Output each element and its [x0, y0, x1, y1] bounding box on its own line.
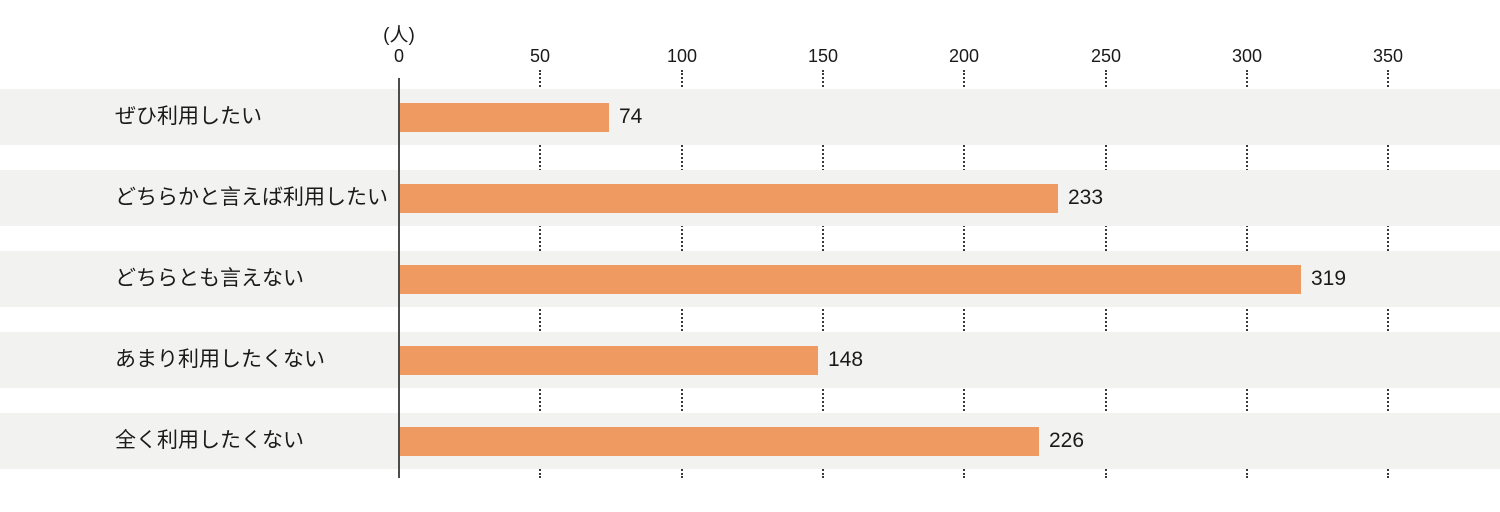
chart-row: 全く利用したくない 226	[0, 413, 1500, 469]
bar-value-label: 319	[1311, 267, 1347, 290]
category-label: ぜひ利用したい	[115, 105, 262, 128]
bar	[400, 265, 1301, 294]
x-tick-label: 0	[393, 46, 405, 66]
x-tick-label: 300	[1231, 46, 1263, 66]
x-tick-label: 150	[807, 46, 839, 66]
x-tick-label: 100	[666, 46, 698, 66]
chart-row: どちらとも言えない 319	[0, 251, 1500, 307]
bar-value-label: 74	[619, 105, 643, 128]
chart-row: どちらかと言えば利用したい 233	[0, 170, 1500, 226]
bar-value-label: 233	[1068, 186, 1104, 209]
bar	[400, 103, 609, 132]
x-tick-label: 200	[948, 46, 980, 66]
bar-value-label: 148	[828, 348, 864, 371]
bar	[400, 346, 818, 375]
axis-unit-label: (人)	[383, 25, 415, 46]
chart-row: あまり利用したくない 148	[0, 332, 1500, 388]
zero-axis-line	[398, 78, 400, 478]
chart-row: ぜひ利用したい 74	[0, 89, 1500, 145]
bar	[400, 427, 1039, 456]
bar-value-label: 226	[1049, 429, 1085, 452]
category-label: 全く利用したくない	[115, 429, 304, 452]
category-label: どちらかと言えば利用したい	[115, 186, 388, 209]
category-label: どちらとも言えない	[115, 267, 304, 290]
x-tick-label: 50	[529, 46, 551, 66]
category-label: あまり利用したくない	[115, 348, 325, 371]
bar	[400, 184, 1058, 213]
x-tick-label: 250	[1090, 46, 1122, 66]
x-tick-label: 350	[1372, 46, 1404, 66]
